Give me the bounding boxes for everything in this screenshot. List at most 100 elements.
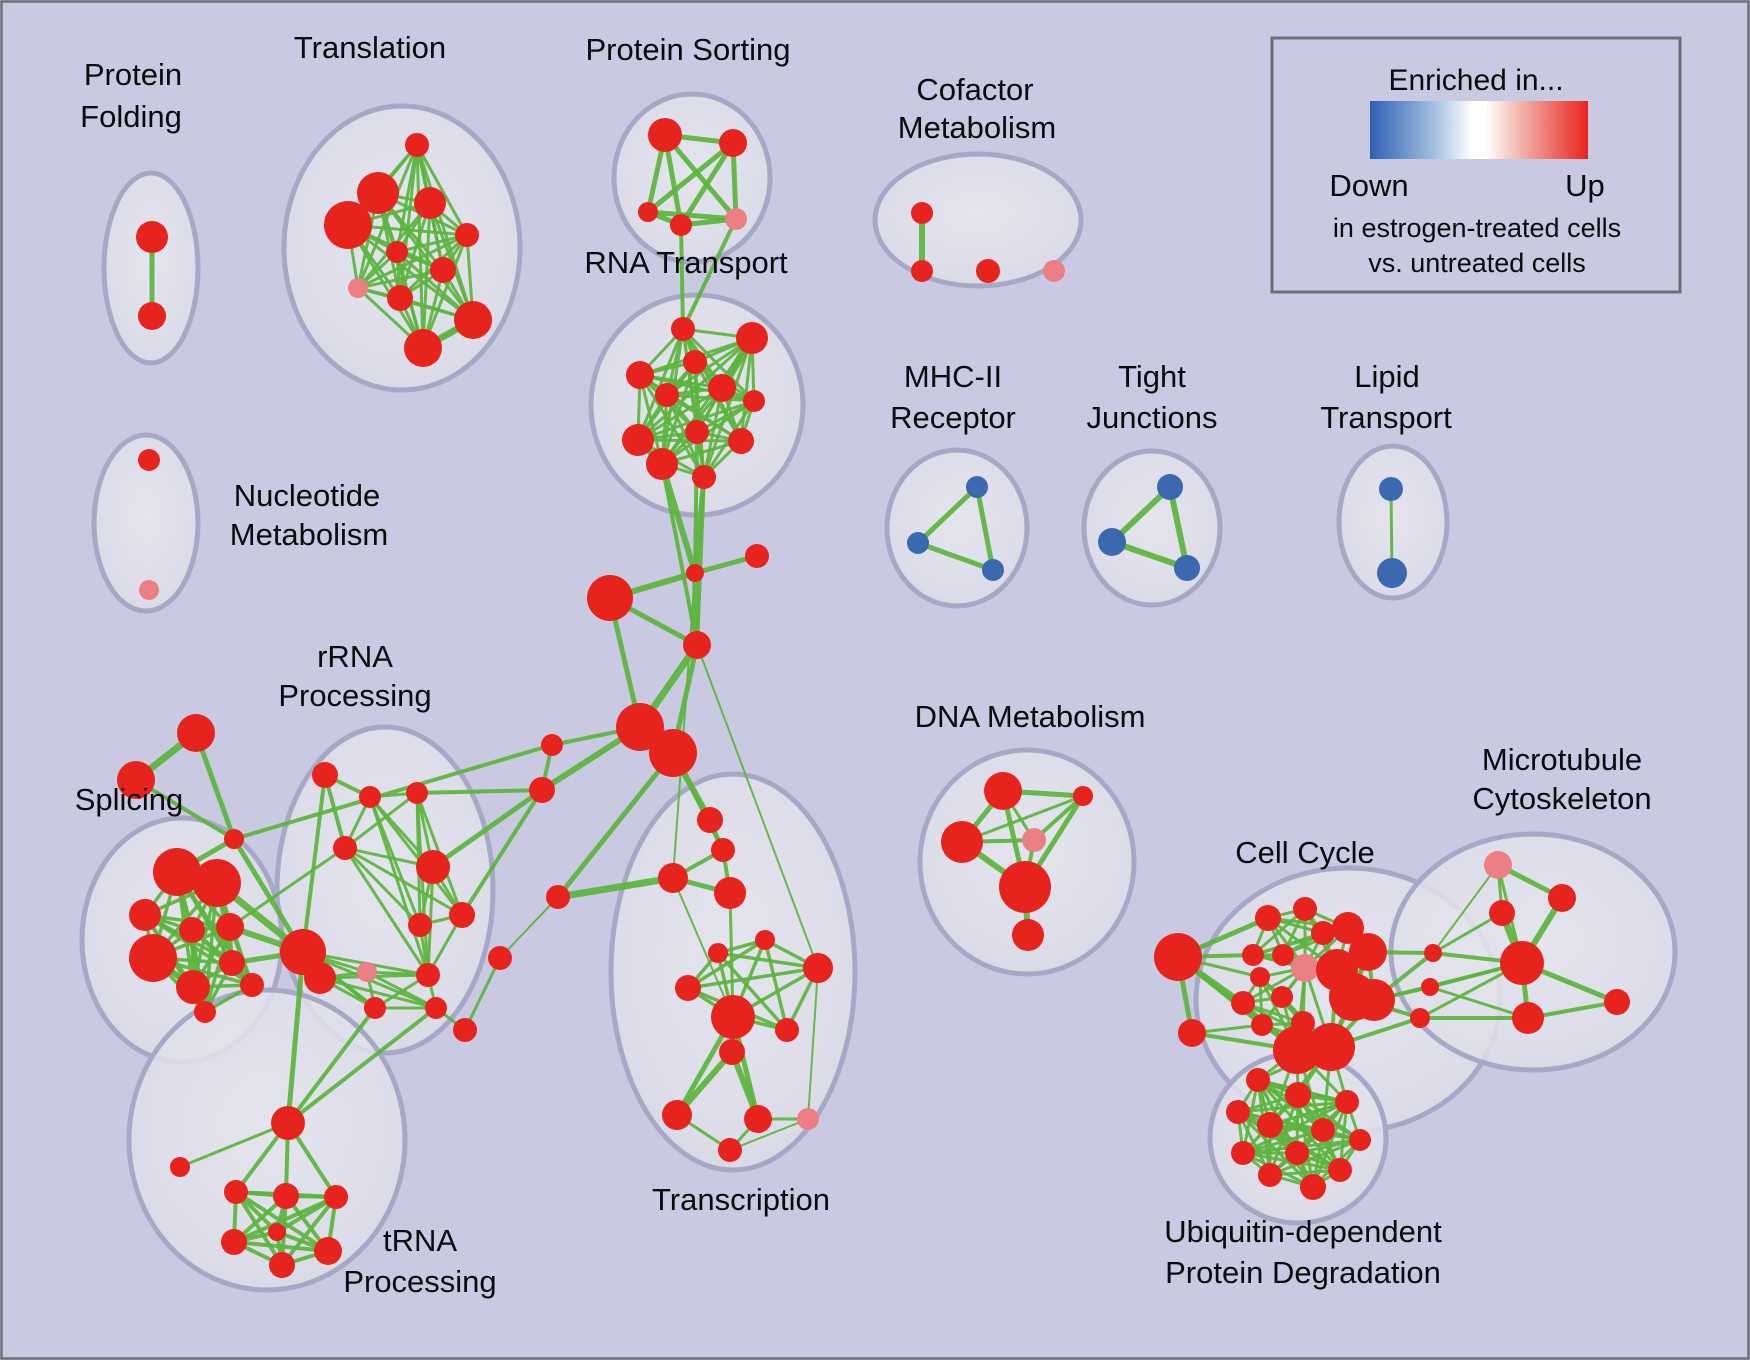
network-node-mh2[interactable] [907, 532, 929, 554]
network-node-rr7[interactable] [416, 850, 450, 884]
network-node-x1[interactable] [697, 807, 723, 833]
network-node-mb2[interactable] [1421, 978, 1439, 996]
network-node-c8[interactable] [1291, 954, 1319, 982]
network-node-x13[interactable] [744, 1105, 772, 1133]
network-node-c20[interactable] [1307, 1023, 1355, 1071]
network-node-rt7[interactable] [743, 390, 765, 412]
network-node-s8[interactable] [176, 970, 210, 1004]
network-node-s1[interactable] [153, 848, 201, 896]
network-node-d3[interactable] [941, 821, 983, 863]
network-node-x14[interactable] [797, 1108, 819, 1130]
network-node-tl8[interactable] [348, 278, 368, 298]
network-node-nm1[interactable] [138, 449, 160, 471]
network-node-t5[interactable] [221, 1229, 247, 1255]
network-node-c7[interactable] [1349, 933, 1387, 971]
network-node-s7[interactable] [219, 950, 245, 976]
network-node-d4[interactable] [1022, 828, 1046, 852]
network-node-rr17[interactable] [453, 1018, 477, 1042]
network-node-u6[interactable] [1311, 1118, 1335, 1142]
network-node-ps4[interactable] [670, 214, 692, 236]
network-node-rr10[interactable] [357, 962, 377, 982]
network-node-ps2[interactable] [719, 129, 747, 157]
network-node-m5[interactable] [1512, 1002, 1544, 1034]
network-node-u7[interactable] [1349, 1129, 1371, 1151]
network-node-rr1[interactable] [177, 714, 215, 752]
network-node-u11[interactable] [1328, 1158, 1352, 1182]
network-node-cn2[interactable] [745, 544, 769, 568]
network-node-x5[interactable] [755, 930, 775, 950]
network-node-tl11[interactable] [404, 329, 442, 367]
network-node-x10[interactable] [775, 1018, 799, 1042]
network-node-u1[interactable] [1246, 1068, 1270, 1092]
network-node-mb3[interactable] [1410, 1008, 1430, 1028]
network-node-mb1[interactable] [1424, 944, 1442, 962]
network-node-rr11[interactable] [408, 913, 432, 937]
network-node-cn1[interactable] [686, 564, 704, 582]
network-node-tl1[interactable] [405, 133, 429, 157]
network-node-m2[interactable] [1548, 884, 1576, 912]
network-node-m6[interactable] [1604, 989, 1630, 1015]
network-node-ps5[interactable] [725, 208, 747, 230]
network-node-lt1[interactable] [1379, 477, 1403, 501]
network-node-rt3[interactable] [626, 361, 654, 389]
network-node-tj1[interactable] [1157, 474, 1183, 500]
network-node-c4[interactable] [1293, 897, 1317, 921]
network-node-hub1[interactable] [616, 703, 664, 751]
network-node-nm2[interactable] [139, 580, 159, 600]
network-node-rr3[interactable] [224, 829, 244, 849]
network-node-ps1[interactable] [648, 118, 682, 152]
network-node-s6[interactable] [129, 934, 177, 982]
network-node-s9[interactable] [194, 1001, 216, 1023]
network-node-rr4[interactable] [312, 762, 338, 788]
network-node-cm2[interactable] [911, 260, 933, 282]
network-node-t2[interactable] [224, 1180, 248, 1204]
network-node-cnl2[interactable] [529, 777, 555, 803]
network-node-d6[interactable] [1012, 919, 1044, 951]
network-node-c10[interactable] [1272, 944, 1294, 966]
network-node-t3[interactable] [273, 1183, 299, 1209]
network-node-t1[interactable] [170, 1157, 190, 1177]
network-node-rr14[interactable] [416, 963, 440, 987]
network-node-tl5[interactable] [455, 223, 479, 247]
network-node-hub2[interactable] [649, 729, 697, 777]
network-node-s10[interactable] [240, 973, 264, 997]
network-node-c11[interactable] [1250, 967, 1270, 987]
network-node-t7[interactable] [314, 1237, 342, 1265]
network-node-t4[interactable] [324, 1185, 348, 1209]
network-node-x11[interactable] [719, 1039, 745, 1065]
network-node-rr8[interactable] [333, 836, 357, 860]
network-node-rr6[interactable] [406, 782, 428, 804]
network-node-m1[interactable] [1484, 851, 1512, 879]
network-node-rt2[interactable] [736, 322, 768, 354]
network-node-cnl1[interactable] [541, 734, 563, 756]
network-node-ps3[interactable] [638, 202, 658, 222]
network-node-m3[interactable] [1489, 900, 1515, 926]
network-node-mh3[interactable] [982, 559, 1004, 581]
network-node-d1[interactable] [984, 772, 1022, 810]
network-node-cnl3[interactable] [546, 885, 570, 909]
network-node-pf2[interactable] [138, 302, 166, 330]
network-node-rr15[interactable] [425, 997, 447, 1019]
network-node-u8[interactable] [1231, 1141, 1255, 1165]
network-node-cm3[interactable] [976, 259, 1000, 283]
network-node-s3[interactable] [129, 899, 161, 931]
network-node-c2[interactable] [1178, 1019, 1206, 1047]
network-node-tj2[interactable] [1098, 528, 1126, 556]
network-node-x7[interactable] [675, 975, 701, 1001]
network-node-rt11[interactable] [646, 448, 678, 480]
network-node-cm4[interactable] [1043, 260, 1065, 282]
network-node-d5[interactable] [999, 861, 1051, 913]
network-node-c12[interactable] [1231, 991, 1255, 1015]
network-node-mh1[interactable] [966, 476, 988, 498]
network-node-x9[interactable] [711, 995, 755, 1039]
network-node-c9[interactable] [1242, 944, 1264, 966]
network-node-s4[interactable] [179, 917, 205, 943]
network-node-c1[interactable] [1154, 933, 1202, 981]
network-node-u10[interactable] [1258, 1163, 1282, 1187]
network-node-rt4[interactable] [683, 350, 707, 374]
network-node-u12[interactable] [1300, 1174, 1326, 1200]
network-node-tj3[interactable] [1174, 555, 1200, 581]
network-node-x2[interactable] [711, 838, 735, 862]
network-node-x12[interactable] [662, 1100, 692, 1130]
network-node-rt1[interactable] [671, 317, 695, 341]
